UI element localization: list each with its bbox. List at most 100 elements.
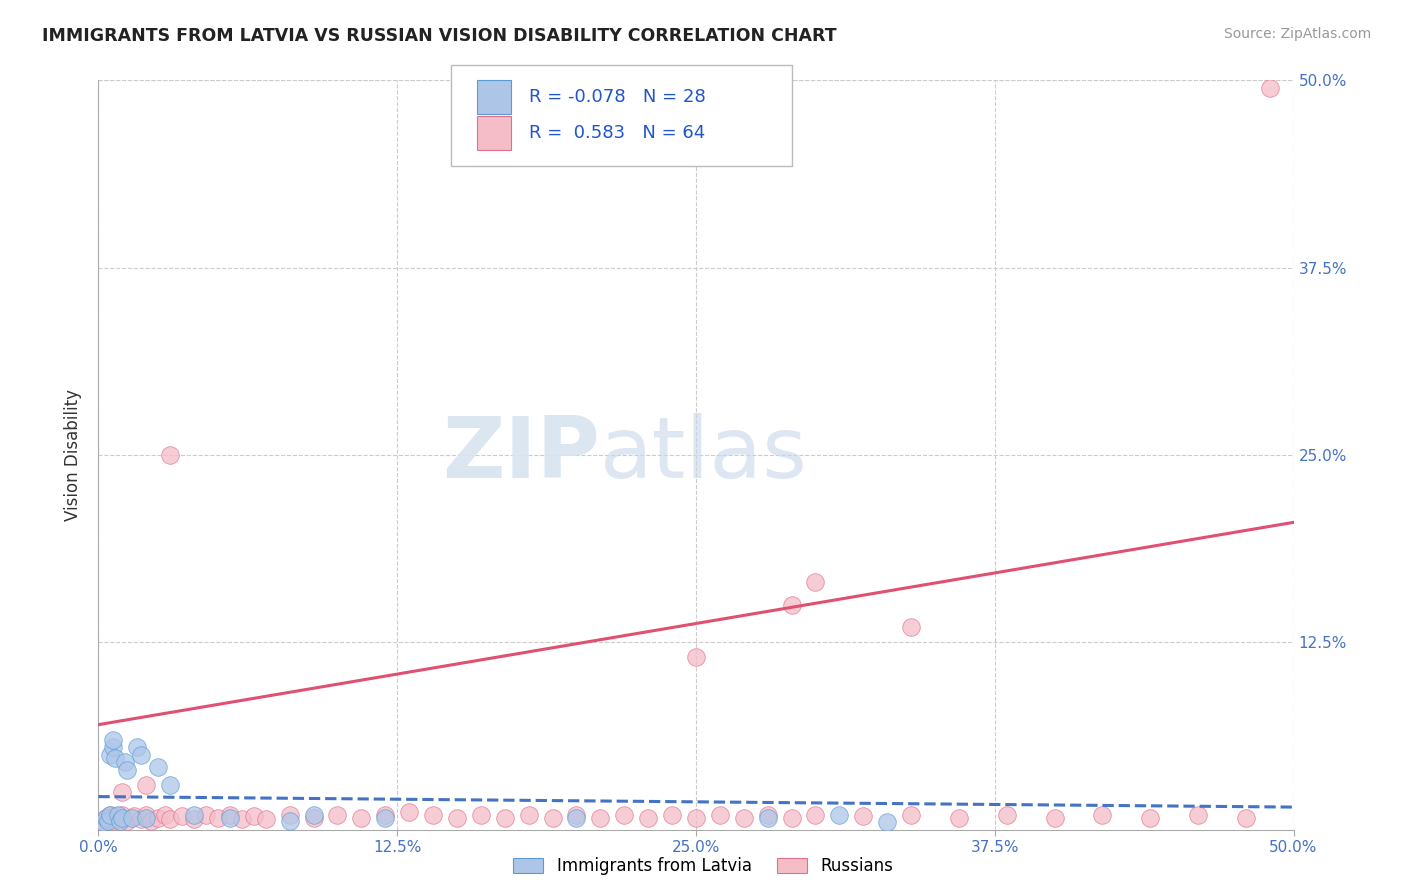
Point [139, 814, 162, 828]
Point [804, 807, 827, 822]
Point [470, 807, 492, 822]
Point [637, 811, 659, 825]
Point [101, 732, 124, 747]
Point [148, 811, 170, 825]
Text: R = -0.078   N = 28: R = -0.078 N = 28 [529, 88, 706, 106]
Point [828, 807, 851, 822]
Point [115, 814, 138, 828]
Point [219, 807, 242, 822]
Point [155, 807, 177, 822]
Point [111, 807, 134, 822]
Point [135, 778, 157, 792]
Point [900, 620, 922, 634]
Point [183, 812, 205, 826]
Point [804, 575, 827, 590]
Point [108, 814, 131, 828]
Point [91, 815, 114, 830]
Point [1187, 807, 1209, 822]
Point [302, 811, 325, 825]
Point [589, 811, 612, 825]
Point [135, 811, 157, 825]
Point [115, 763, 138, 777]
Point [302, 807, 325, 822]
Point [756, 807, 779, 822]
Point [422, 807, 444, 822]
FancyBboxPatch shape [477, 116, 510, 150]
Point [685, 811, 707, 825]
Point [756, 811, 779, 825]
Point [852, 809, 875, 823]
Point [124, 809, 146, 823]
Point [876, 815, 898, 830]
Point [565, 811, 588, 825]
Point [148, 759, 170, 773]
Point [219, 811, 242, 825]
Point [207, 811, 229, 825]
Point [446, 811, 468, 825]
Point [374, 811, 396, 825]
Point [494, 811, 516, 825]
Point [101, 740, 124, 755]
Point [243, 809, 266, 823]
Point [398, 805, 420, 819]
Text: IMMIGRANTS FROM LATVIA VS RUSSIAN VISION DISABILITY CORRELATION CHART: IMMIGRANTS FROM LATVIA VS RUSSIAN VISION… [42, 27, 837, 45]
Point [613, 807, 636, 822]
Point [1043, 811, 1066, 825]
Point [565, 807, 588, 822]
Point [661, 807, 683, 822]
Point [111, 811, 134, 825]
Point [97, 814, 120, 828]
Point [733, 811, 755, 825]
Point [131, 747, 153, 762]
Text: atlas: atlas [600, 413, 808, 497]
Point [374, 807, 396, 822]
Point [995, 807, 1018, 822]
Point [254, 812, 277, 826]
Point [121, 811, 143, 825]
Text: Source: ZipAtlas.com: Source: ZipAtlas.com [1223, 27, 1371, 41]
Point [114, 755, 136, 769]
Text: R =  0.583   N = 64: R = 0.583 N = 64 [529, 124, 704, 142]
Point [91, 815, 114, 830]
Point [350, 811, 373, 825]
Text: ZIP: ZIP [443, 413, 600, 497]
Point [948, 811, 970, 825]
Point [125, 740, 148, 755]
Point [541, 811, 564, 825]
Point [159, 778, 181, 792]
Point [101, 814, 124, 828]
Point [107, 807, 129, 822]
Point [131, 812, 153, 826]
Point [780, 811, 803, 825]
Point [111, 785, 134, 799]
Y-axis label: Vision Disability: Vision Disability [65, 389, 83, 521]
Point [900, 807, 922, 822]
Point [780, 598, 803, 612]
Legend: Immigrants from Latvia, Russians: Immigrants from Latvia, Russians [505, 849, 901, 884]
FancyBboxPatch shape [451, 65, 792, 167]
Point [1258, 80, 1281, 95]
Point [278, 814, 301, 828]
Point [159, 448, 181, 462]
Point [159, 812, 181, 826]
Point [94, 811, 117, 825]
Point [278, 807, 301, 822]
Point [183, 807, 205, 822]
Point [685, 650, 707, 665]
Point [231, 812, 253, 826]
Point [135, 807, 157, 822]
Point [98, 807, 122, 822]
Point [98, 747, 122, 762]
Point [104, 809, 127, 823]
Point [104, 750, 127, 764]
Point [94, 811, 117, 825]
Point [98, 807, 122, 822]
Point [1091, 807, 1114, 822]
FancyBboxPatch shape [477, 80, 510, 114]
Point [326, 807, 349, 822]
Point [172, 809, 194, 823]
Point [107, 812, 129, 826]
Point [97, 812, 120, 826]
Point [709, 807, 731, 822]
Point [517, 807, 540, 822]
